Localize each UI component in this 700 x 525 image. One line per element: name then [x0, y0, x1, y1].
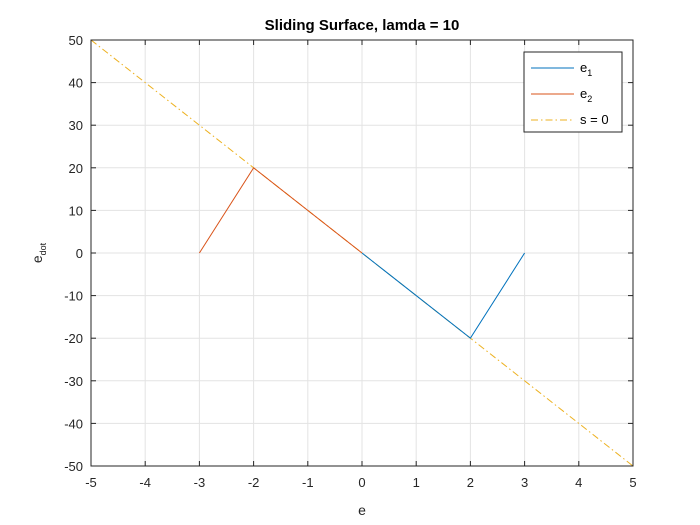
x-tick-label: 1	[413, 475, 420, 490]
y-tick-label: -30	[64, 374, 83, 389]
series-layer	[90, 39, 634, 467]
y-tick-label: -50	[64, 459, 83, 474]
x-tick-label: 5	[629, 475, 636, 490]
legend-label-sub: 1	[587, 68, 592, 78]
axis-ticks	[90, 39, 634, 467]
x-tick-label: 0	[358, 475, 365, 490]
legend-box	[523, 51, 623, 133]
chart-title: Sliding Surface, lamda = 10	[265, 17, 460, 34]
y-tick-label: -10	[64, 289, 83, 304]
y-tick-label: 40	[69, 76, 83, 91]
legend-label-2: e2	[580, 86, 592, 104]
x-tick-label: -2	[248, 475, 260, 490]
legend-label-sub: 2	[587, 94, 592, 104]
legend-label-3: s = 0	[580, 112, 609, 127]
x-tick-label: -4	[139, 475, 151, 490]
series-line-2	[198, 167, 363, 254]
y-tick-label: 30	[69, 118, 83, 133]
y-axis-label-base: e	[29, 255, 45, 263]
legend-label-base: s = 0	[580, 112, 609, 127]
y-tick-label: 20	[69, 161, 83, 176]
axis-tick-labels: -5 -4 -3 -2 -1 0 1 2 3 4 5-50-40-30-20-10010203040…	[64, 33, 636, 490]
legend-label-1: e1	[580, 60, 592, 78]
x-tick-label: 2	[467, 475, 474, 490]
x-axis-label: e	[358, 502, 366, 518]
x-tick-label: 4	[575, 475, 582, 490]
series-line-1	[361, 252, 526, 339]
y-tick-label: 50	[69, 33, 83, 48]
y-tick-label: -20	[64, 331, 83, 346]
y-tick-label: 10	[69, 203, 83, 218]
legend-label-base: e	[580, 86, 587, 101]
x-tick-label: 3	[521, 475, 528, 490]
y-tick-label: 0	[76, 246, 83, 261]
x-tick-label: -5	[85, 475, 97, 490]
x-tick-label: -1	[302, 475, 314, 490]
y-axis-label: edot	[29, 242, 48, 263]
y-axis-label-sub: dot	[38, 242, 48, 255]
legend-label-base: e	[580, 60, 587, 75]
y-tick-label: -40	[64, 416, 83, 431]
x-tick-label: -3	[194, 475, 206, 490]
